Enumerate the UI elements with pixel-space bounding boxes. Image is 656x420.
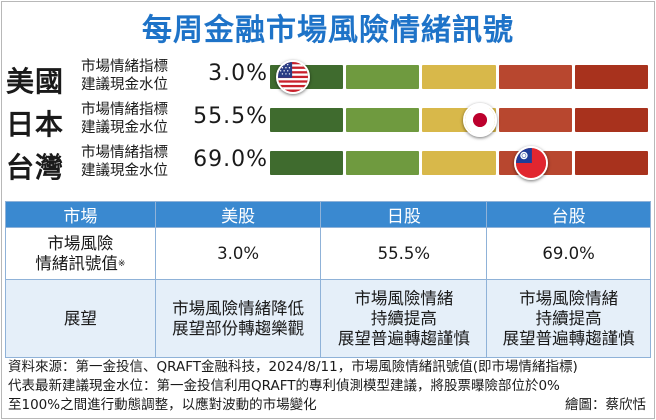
- gauge-segment: [574, 65, 649, 89]
- gauge-row-us: 美國 市場情緒指標 建議現金水位 3.0%: [0, 58, 656, 98]
- indicator-label-line2: 建議現金水位: [81, 77, 168, 93]
- table-cell: 69.0%: [486, 227, 651, 280]
- indicator-label-line1: 市場情緒指標: [81, 59, 168, 75]
- note-line: 代表最新建議現金水位：第一金投信利用QRAFT的專利偵測模型建議，將股票曝險部位…: [8, 378, 560, 394]
- gauge-segment: [346, 65, 420, 89]
- note-last-line: 至100%之間進行動態調整，以應對波動的市場變化 繪圖：蔡欣恬: [8, 396, 650, 415]
- table-header: 日股: [320, 201, 488, 228]
- note-line: 資料來源：第一金投信、QRAFT金融科技，2024/8/11，市場風險情緒訊號值…: [8, 359, 578, 375]
- table-cell: 3.0%: [154, 227, 322, 280]
- gauge-segment: [346, 108, 420, 132]
- value-label: 55.5%: [193, 104, 268, 129]
- table-cell: 市場風險情緒降低 展望部份轉趨樂觀: [154, 279, 322, 358]
- indicator-label-line2: 建議現金水位: [81, 120, 168, 136]
- source-note: 資料來源：第一金投信、QRAFT金融科技，2024/8/11，市場風險情緒訊號值…: [8, 358, 650, 415]
- japan-flag-icon: [462, 103, 497, 137]
- gauge-segment: [270, 151, 344, 175]
- footnote-mark: ※: [117, 258, 126, 269]
- table-cell: 55.5%: [320, 227, 488, 280]
- us-flag-icon: [276, 60, 310, 94]
- chart-title: 每周金融市場風險情緒訊號: [142, 13, 514, 48]
- indicator-label-line2: 建議現金水位: [81, 163, 168, 179]
- value-label: 3.0%: [208, 61, 268, 86]
- table-header: 美股: [154, 201, 322, 228]
- value-label: 69.0%: [193, 147, 268, 172]
- table-cell: 市場風險情緒 持續提高 展望普遍轉趨謹慎: [320, 279, 488, 358]
- gauge-bar: [270, 108, 649, 132]
- country-label: 美國: [6, 65, 65, 98]
- row-label-cell: 展望: [5, 279, 156, 358]
- gauge-segment: [270, 108, 344, 132]
- gauge-segment: [574, 151, 649, 175]
- country-label: 日本: [6, 108, 65, 141]
- note-line: 至100%之間進行動態調整，以應對波動的市場變化: [8, 397, 317, 413]
- table-cell: 市場風險情緒 持續提高 展望普遍轉趨謹慎: [486, 279, 651, 358]
- gauge-segment: [422, 65, 496, 89]
- row-label: 市場風險 情緒訊號值: [35, 233, 118, 273]
- gauge-bar: [270, 65, 649, 89]
- gauge-segment: [422, 151, 496, 175]
- country-label: 台灣: [6, 151, 65, 184]
- indicator-labels: 市場情緒指標 建議現金水位: [81, 144, 168, 180]
- gauge-segment: [498, 108, 572, 132]
- table-header: 台股: [486, 201, 651, 228]
- gauge-bar: [270, 151, 649, 175]
- table-row: 展望 市場風險情緒降低 展望部份轉趨樂觀 市場風險情緒 持續提高 展望普遍轉趨謹…: [5, 279, 651, 358]
- indicator-label-line1: 市場情緒指標: [81, 145, 168, 161]
- gauge-row-japan: 日本 市場情緒指標 建議現金水位 55.5%: [0, 101, 656, 141]
- gauge-segment: [574, 108, 649, 132]
- gauge-row-taiwan: 台灣 市場情緒指標 建議現金水位 69.0%: [0, 144, 656, 184]
- taiwan-flag-icon: [513, 146, 548, 180]
- indicator-labels: 市場情緒指標 建議現金水位: [81, 58, 168, 94]
- graphic-credit: 繪圖：蔡欣恬: [565, 397, 646, 413]
- table-header: 市場: [5, 201, 156, 228]
- indicator-label-line1: 市場情緒指標: [81, 102, 168, 118]
- gauge-segment: [498, 65, 572, 89]
- table-row: 市場風險 情緒訊號值※ 3.0% 55.5% 69.0%: [5, 227, 651, 280]
- row-label-cell: 市場風險 情緒訊號值※: [5, 227, 156, 280]
- indicator-labels: 市場情緒指標 建議現金水位: [81, 101, 168, 137]
- table-header-row: 市場 美股 日股 台股: [5, 201, 651, 228]
- market-summary-table: 市場 美股 日股 台股 市場風險 情緒訊號值※ 3.0% 55.5% 69.0%…: [5, 201, 651, 358]
- gauge-segment: [346, 151, 420, 175]
